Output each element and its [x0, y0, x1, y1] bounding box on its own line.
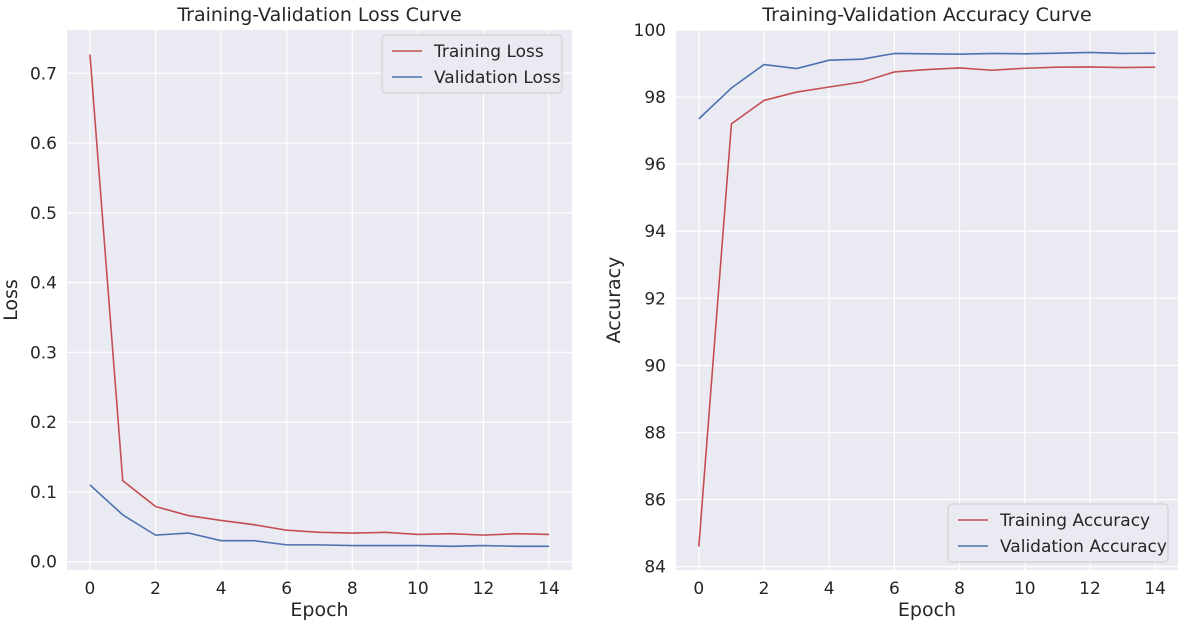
- chart-0: 0 2 4 6 8 10 12 14 0.0 0.1 0.2 0.3 0.4 0.5 0.6 0.7 Train…: [0, 4, 572, 621]
- y-axis-label: Accuracy: [603, 257, 625, 344]
- x-axis-label: Epoch: [898, 599, 956, 621]
- y-tick-label: 0.5: [30, 204, 57, 224]
- y-tick-label: 94: [644, 222, 666, 242]
- x-tick-label: 14: [1144, 579, 1166, 599]
- y-tick-label: 92: [644, 289, 666, 309]
- x-tick-label: 8: [954, 579, 965, 599]
- legend-box: [947, 503, 1169, 563]
- legend: Training Loss Validation Loss: [381, 34, 563, 94]
- plot-area: [676, 30, 1178, 570]
- x-tick-label: 4: [216, 579, 227, 599]
- legend: Training Accuracy Validation Accuracy: [947, 503, 1169, 563]
- y-tick-label: 96: [644, 155, 666, 175]
- y-tick-label: 100: [634, 21, 666, 41]
- series-line-training: [698, 66, 1156, 547]
- y-tick-label: 0.7: [30, 64, 57, 84]
- chart-title: Training-Validation Loss Curve: [176, 4, 461, 26]
- y-axis-label: Loss: [0, 279, 22, 321]
- x-axis-label: Epoch: [290, 599, 348, 621]
- series-line-training: [89, 54, 550, 536]
- y-tick-label: 0.0: [30, 553, 57, 573]
- plot-area: [67, 30, 572, 570]
- y-tick-label: 0.2: [30, 413, 57, 433]
- y-tick-label: 0.3: [30, 343, 57, 363]
- x-tick-label: 0: [693, 579, 704, 599]
- x-tick-label: 10: [1014, 579, 1036, 599]
- x-tick-label: 6: [889, 579, 900, 599]
- x-tick-label: 12: [1079, 579, 1101, 599]
- x-tick-label: 6: [281, 579, 292, 599]
- y-tick-label: 0.1: [30, 483, 57, 503]
- legend-box: [381, 34, 563, 94]
- chart-1: 0 2 4 6 8 10 12 14 84 86 88 90 92 94 96 98 100 Training-V…: [603, 4, 1178, 621]
- series-line-validation: [89, 484, 550, 548]
- y-tick-label: 98: [644, 88, 666, 108]
- legend-label: Validation Accuracy: [1000, 537, 1167, 557]
- x-tick-label: 2: [759, 579, 770, 599]
- y-tick-label: 90: [644, 356, 666, 376]
- x-tick-label: 2: [150, 579, 161, 599]
- y-tick-label: 86: [644, 491, 666, 511]
- series-line-validation: [698, 51, 1156, 120]
- y-tick-label: 84: [644, 558, 666, 578]
- chart-title: Training-Validation Accuracy Curve: [761, 4, 1091, 26]
- legend-label: Training Loss: [433, 42, 544, 62]
- y-tick-label: 0.6: [30, 134, 57, 154]
- x-tick-label: 8: [347, 579, 358, 599]
- x-tick-label: 12: [473, 579, 495, 599]
- y-tick-label: 88: [644, 423, 666, 443]
- x-tick-label: 4: [824, 579, 835, 599]
- y-tick-label: 0.4: [30, 274, 57, 294]
- x-tick-label: 14: [538, 579, 560, 599]
- legend-label: Validation Loss: [434, 68, 561, 88]
- x-tick-label: 0: [85, 579, 96, 599]
- x-tick-label: 10: [407, 579, 429, 599]
- legend-label: Training Accuracy: [999, 511, 1150, 531]
